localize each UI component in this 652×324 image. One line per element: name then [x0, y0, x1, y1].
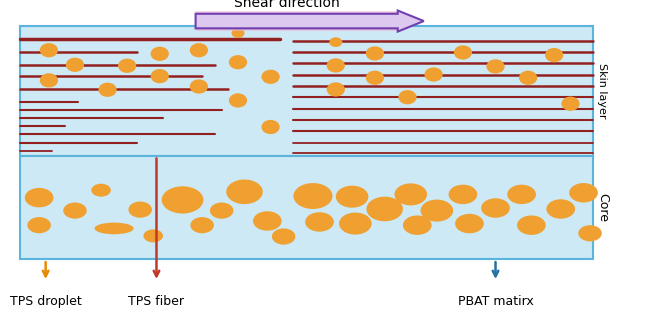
Ellipse shape	[455, 214, 484, 233]
Ellipse shape	[449, 185, 477, 204]
Ellipse shape	[253, 211, 282, 231]
Ellipse shape	[190, 43, 208, 57]
Bar	[20, 26, 593, 156]
Ellipse shape	[40, 43, 58, 57]
Ellipse shape	[366, 46, 384, 61]
Ellipse shape	[507, 185, 536, 204]
Ellipse shape	[91, 184, 111, 197]
Ellipse shape	[261, 120, 280, 134]
FancyArrow shape	[196, 10, 424, 32]
Ellipse shape	[519, 71, 537, 85]
Ellipse shape	[398, 90, 417, 104]
Ellipse shape	[98, 83, 117, 97]
Ellipse shape	[366, 71, 384, 85]
Ellipse shape	[231, 28, 244, 38]
Text: Skin layer: Skin layer	[597, 63, 606, 119]
Ellipse shape	[394, 183, 427, 205]
Text: Core: Core	[597, 193, 610, 222]
Ellipse shape	[226, 179, 263, 204]
Ellipse shape	[151, 69, 169, 83]
Ellipse shape	[421, 200, 453, 222]
Ellipse shape	[424, 67, 443, 82]
Ellipse shape	[128, 202, 152, 218]
Text: Shear direction: Shear direction	[234, 0, 340, 10]
Ellipse shape	[210, 202, 233, 219]
Ellipse shape	[339, 213, 372, 235]
Ellipse shape	[569, 183, 598, 202]
Text: PBAT matirx: PBAT matirx	[458, 295, 533, 308]
Ellipse shape	[229, 55, 247, 69]
Ellipse shape	[143, 229, 163, 242]
Ellipse shape	[63, 202, 87, 219]
Ellipse shape	[546, 199, 575, 219]
Ellipse shape	[261, 70, 280, 84]
Ellipse shape	[151, 47, 169, 61]
Ellipse shape	[118, 59, 136, 73]
Ellipse shape	[329, 37, 342, 47]
Ellipse shape	[272, 228, 295, 245]
Ellipse shape	[454, 45, 472, 60]
Ellipse shape	[305, 212, 334, 232]
Ellipse shape	[403, 215, 432, 235]
Ellipse shape	[517, 215, 546, 235]
Ellipse shape	[481, 198, 510, 218]
Ellipse shape	[336, 186, 368, 208]
FancyArrow shape	[196, 10, 424, 31]
Ellipse shape	[229, 93, 247, 108]
Ellipse shape	[327, 82, 345, 97]
Ellipse shape	[190, 217, 214, 233]
Ellipse shape	[545, 48, 563, 62]
Ellipse shape	[578, 225, 602, 241]
Ellipse shape	[561, 97, 580, 111]
Ellipse shape	[366, 197, 403, 221]
Ellipse shape	[40, 73, 58, 87]
Ellipse shape	[162, 186, 203, 214]
Ellipse shape	[327, 58, 345, 73]
Ellipse shape	[486, 59, 505, 74]
Text: TPS fiber: TPS fiber	[128, 295, 185, 308]
Ellipse shape	[66, 58, 84, 72]
Text: TPS droplet: TPS droplet	[10, 295, 82, 308]
Ellipse shape	[95, 223, 134, 234]
Ellipse shape	[190, 79, 208, 94]
Ellipse shape	[25, 188, 53, 207]
Ellipse shape	[27, 217, 51, 233]
Ellipse shape	[293, 183, 333, 209]
Bar	[20, 156, 593, 259]
